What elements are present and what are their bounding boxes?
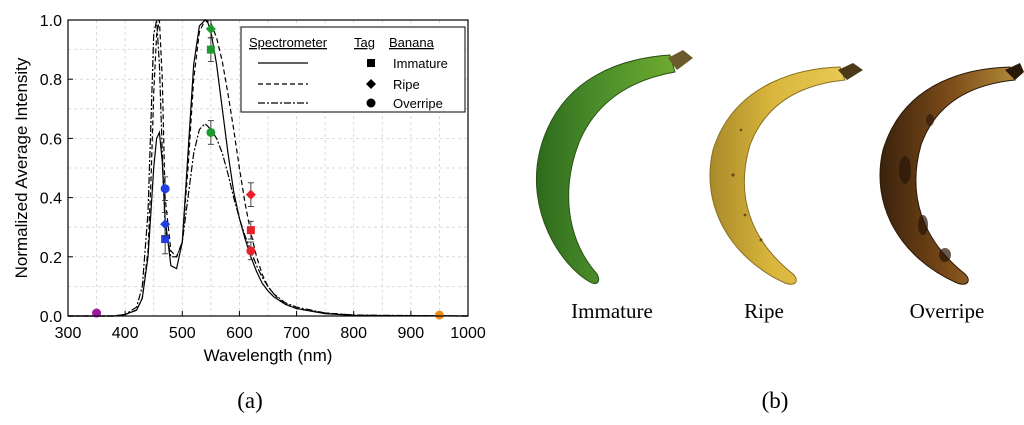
banana-photos: Immature Ripe Overripe (b) xyxy=(535,50,1024,413)
y-tick-label: 0.4 xyxy=(40,191,62,208)
legend-square-marker xyxy=(367,59,375,67)
x-tick-label: 300 xyxy=(55,325,82,342)
x-axis-label: Wavelength (nm) xyxy=(204,346,333,365)
x-tick-label: 800 xyxy=(340,325,367,342)
x-tick-label: 700 xyxy=(283,325,310,342)
y-tick-label: 0.8 xyxy=(40,72,62,89)
marker-circle xyxy=(160,184,170,194)
legend: Spectrometer Tag Banana Immature Ripe Ov… xyxy=(240,26,466,113)
legend-label-ripe: Ripe xyxy=(393,77,420,92)
marker-square xyxy=(246,226,255,235)
legend-header-tag: Tag xyxy=(354,35,375,50)
panel-label-b: (b) xyxy=(762,388,789,413)
series-line-overripe xyxy=(68,19,469,317)
panel-a: 300 400 500 600 700 800 900 1000 0.0 0.2 0.4 0.6 0.8… xyxy=(0,0,500,420)
overripe-banana-image xyxy=(879,63,1024,285)
legend-label-overripe: Overripe xyxy=(393,96,443,111)
y-tick-label: 0.0 xyxy=(40,309,62,326)
marker-diamond xyxy=(160,219,171,230)
panel-label-a: (a) xyxy=(237,388,263,413)
legend-box xyxy=(240,26,466,113)
data-markers xyxy=(92,19,444,320)
y-tick-label: 0.2 xyxy=(40,250,62,267)
marker-square xyxy=(206,45,215,54)
caption-immature: Immature xyxy=(571,299,653,323)
x-tick-label: 1000 xyxy=(450,325,486,342)
marker-square xyxy=(161,235,170,244)
marker-circle xyxy=(206,127,216,137)
x-tick-label: 600 xyxy=(226,325,253,342)
y-tick-label: 1.0 xyxy=(40,13,62,30)
spectrum-chart: 300 400 500 600 700 800 900 1000 0.0 0.2 0.4 0.6 0.8… xyxy=(12,13,486,413)
panel-b: Immature Ripe Overripe (b) xyxy=(505,0,1024,420)
marker-circle xyxy=(92,308,102,318)
legend-diamond-marker xyxy=(366,79,376,89)
marker-diamond xyxy=(205,23,216,34)
x-tick-label: 500 xyxy=(169,325,196,342)
series-line-ripe xyxy=(68,19,469,317)
y-axis-label: Normalized Average Intensity xyxy=(12,57,31,278)
x-tick-label: 900 xyxy=(398,325,425,342)
caption-ripe: Ripe xyxy=(744,299,784,323)
caption-overripe: Overripe xyxy=(910,299,985,323)
axis-ticks: 300 400 500 600 700 800 900 1000 0.0 0.2 0.4 0.6 0.8… xyxy=(40,13,486,342)
legend-header-spectrometer: Spectrometer xyxy=(249,35,328,50)
legend-label-immature: Immature xyxy=(393,56,448,71)
marker-circle xyxy=(246,246,256,256)
marker-circle xyxy=(434,310,444,320)
ripe-banana-image xyxy=(709,63,863,285)
y-tick-label: 0.6 xyxy=(40,131,62,148)
legend-header-banana: Banana xyxy=(389,35,435,50)
x-tick-label: 400 xyxy=(112,325,139,342)
legend-circle-marker xyxy=(366,98,376,108)
immature-banana-image xyxy=(535,50,693,285)
marker-diamond xyxy=(245,189,256,200)
plot-frame xyxy=(67,19,469,317)
